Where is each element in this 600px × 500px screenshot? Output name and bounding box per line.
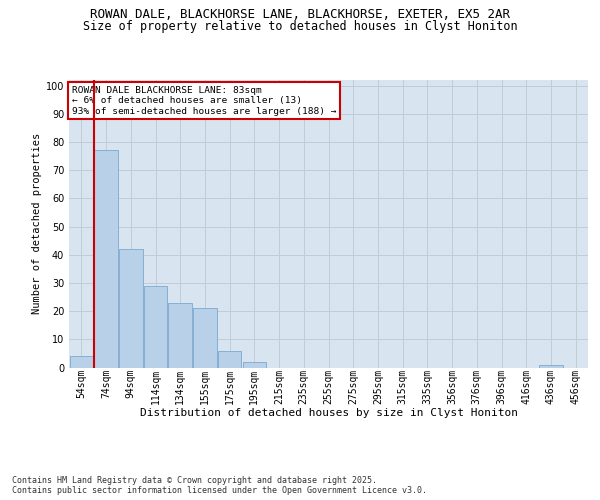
Bar	[218, 350, 241, 368]
Bar	[144, 286, 167, 368]
Bar	[242, 362, 266, 368]
X-axis label: Distribution of detached houses by size in Clyst Honiton: Distribution of detached houses by size …	[139, 408, 517, 418]
Bar	[539, 364, 563, 368]
Bar	[94, 150, 118, 368]
Text: ROWAN DALE BLACKHORSE LANE: 83sqm
← 6% of detached houses are smaller (13)
93% o: ROWAN DALE BLACKHORSE LANE: 83sqm ← 6% o…	[71, 86, 336, 116]
Bar	[193, 308, 217, 368]
Text: Contains HM Land Registry data © Crown copyright and database right 2025.
Contai: Contains HM Land Registry data © Crown c…	[12, 476, 427, 495]
Text: Size of property relative to detached houses in Clyst Honiton: Size of property relative to detached ho…	[83, 20, 517, 33]
Bar	[119, 249, 143, 368]
Y-axis label: Number of detached properties: Number of detached properties	[32, 133, 41, 314]
Bar	[169, 302, 192, 368]
Bar	[70, 356, 93, 368]
Text: ROWAN DALE, BLACKHORSE LANE, BLACKHORSE, EXETER, EX5 2AR: ROWAN DALE, BLACKHORSE LANE, BLACKHORSE,…	[90, 8, 510, 20]
